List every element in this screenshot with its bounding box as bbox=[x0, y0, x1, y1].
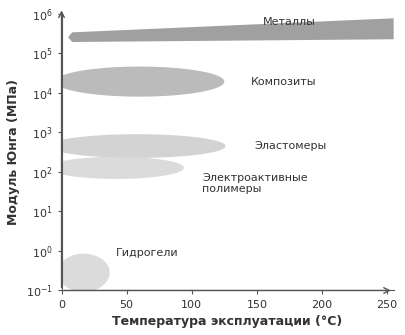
Y-axis label: Модуль Юнга (МПа): Модуль Юнга (МПа) bbox=[7, 79, 20, 225]
Text: Электроактивные
полимеры: Электроактивные полимеры bbox=[202, 173, 308, 194]
Polygon shape bbox=[68, 18, 394, 42]
Text: Эластомеры: Эластомеры bbox=[254, 141, 326, 151]
Text: Композиты: Композиты bbox=[250, 77, 316, 86]
Polygon shape bbox=[55, 67, 224, 96]
Polygon shape bbox=[58, 254, 110, 292]
X-axis label: Температура эксплуатации (°C): Температура эксплуатации (°C) bbox=[113, 315, 343, 328]
Text: Гидрогели: Гидрогели bbox=[116, 248, 179, 258]
Text: Металлы: Металлы bbox=[263, 17, 316, 27]
Polygon shape bbox=[49, 157, 184, 179]
Polygon shape bbox=[49, 134, 226, 158]
